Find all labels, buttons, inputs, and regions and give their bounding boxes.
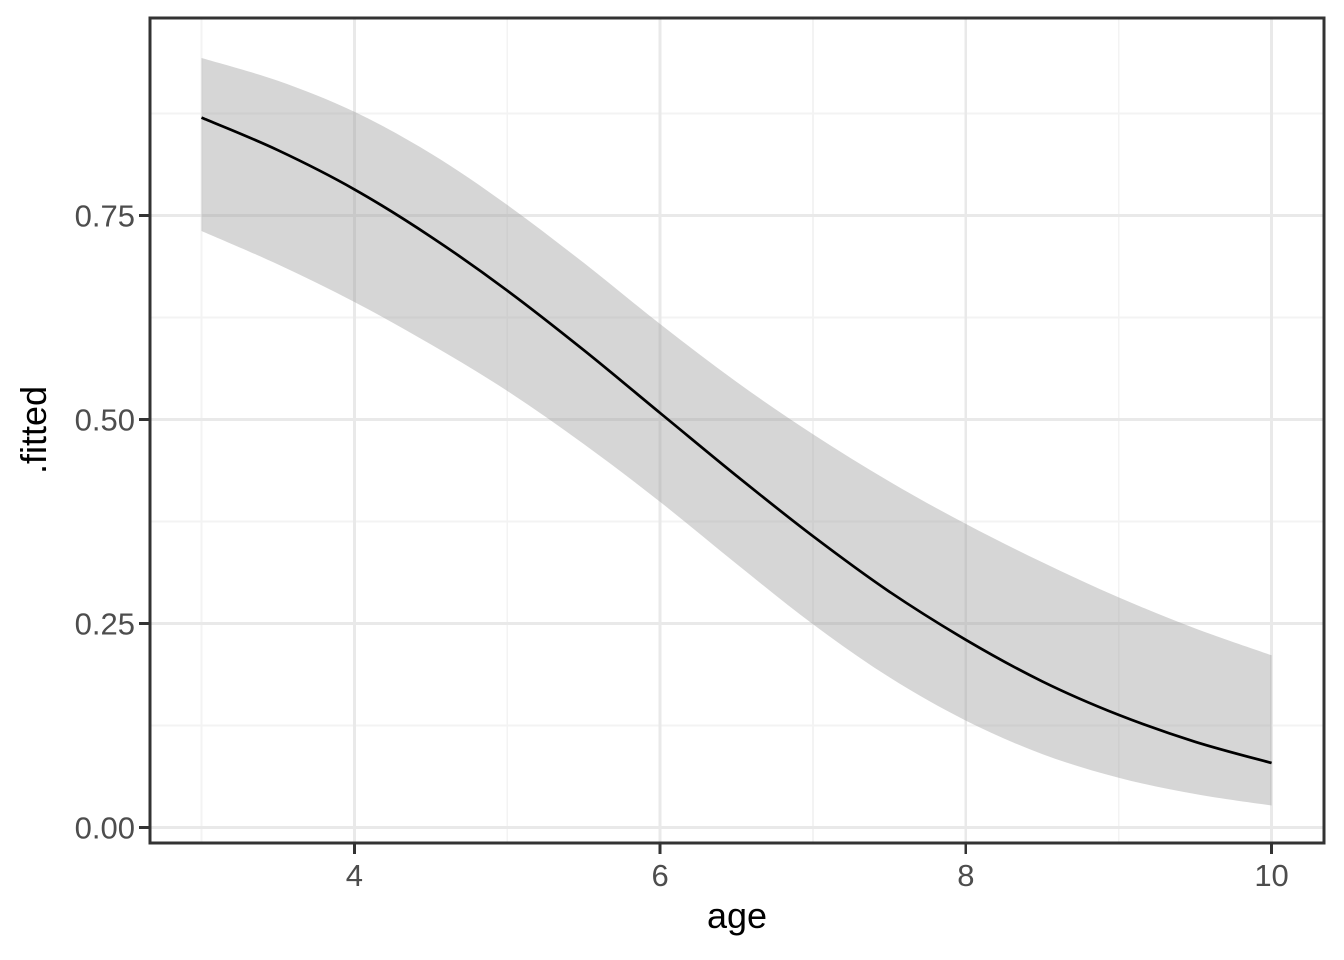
- y-tick-label: 0.50: [75, 402, 135, 437]
- confidence-ribbon: [201, 58, 1272, 806]
- panel-background: [150, 18, 1324, 843]
- x-tick-label: 4: [346, 858, 363, 893]
- axis-tick-marks: [139, 214, 1273, 854]
- x-tick-label: 10: [1254, 858, 1288, 893]
- y-tick-label: 0.25: [75, 606, 135, 641]
- panel-border: [148, 16, 1326, 845]
- y-axis-tick-labels: 0.00 0.25 0.50 0.75: [75, 198, 135, 845]
- x-axis-title: age: [706, 895, 768, 936]
- y-tick-label: 0.00: [75, 810, 135, 845]
- grid-major-lines: [150, 18, 1324, 843]
- x-tick-label: 6: [651, 858, 668, 893]
- grid-minor-lines: [150, 18, 1324, 843]
- x-tick-label: 8: [957, 858, 974, 893]
- x-axis-tick-labels: 4 6 8 10: [346, 858, 1289, 893]
- fitted-line: [200, 116, 1272, 765]
- y-axis-title: .fitted: [13, 385, 54, 475]
- y-tick-label: 0.75: [75, 198, 135, 233]
